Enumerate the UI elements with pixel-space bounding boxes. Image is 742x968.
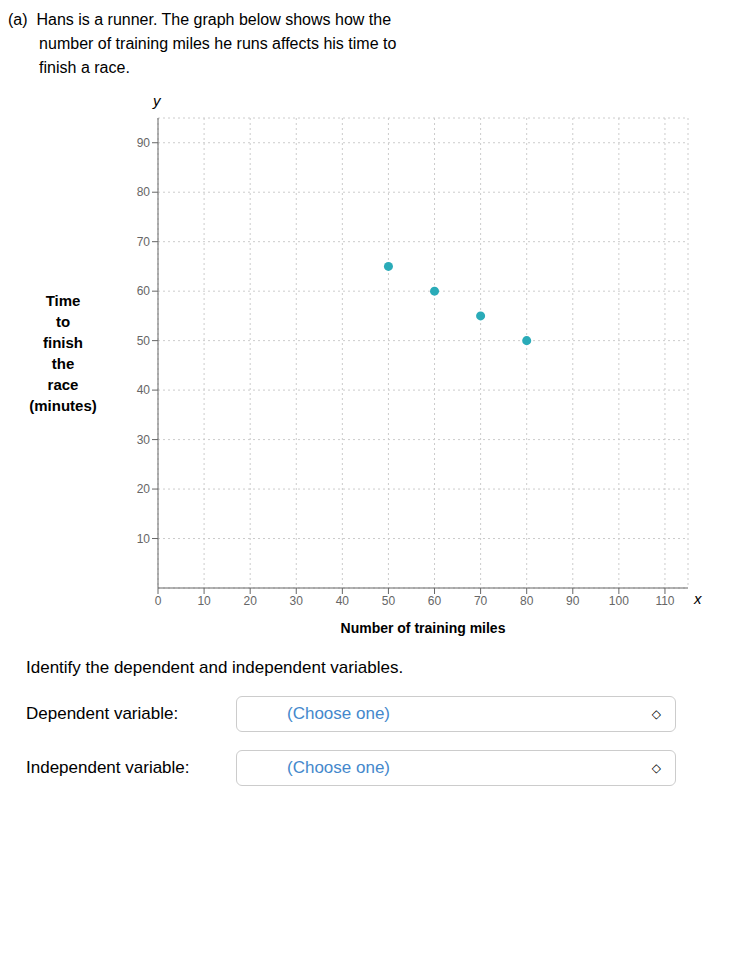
html-text:y: y xyxy=(153,92,161,109)
svg-text:100: 100 xyxy=(609,594,629,608)
svg-text:70: 70 xyxy=(137,235,151,249)
html-text:Time to finish the race (minut: Time to finish the race (minutes) xyxy=(29,292,97,414)
html-text:Identify the dependent and ind: Identify the dependent and independent v… xyxy=(26,658,404,677)
svg-text:20: 20 xyxy=(243,594,257,608)
html-text:x: x xyxy=(694,590,702,607)
svg-text:40: 40 xyxy=(137,383,151,397)
svg-text:10: 10 xyxy=(197,594,211,608)
svg-text:90: 90 xyxy=(566,594,580,608)
svg-text:70: 70 xyxy=(474,594,488,608)
svg-text:80: 80 xyxy=(520,594,534,608)
html-text:(Choose one): (Choose one) xyxy=(287,704,390,723)
html-text:Dependent variable:: Dependent variable: xyxy=(26,704,179,723)
svg-text:30: 30 xyxy=(290,594,304,608)
svg-text:40: 40 xyxy=(336,594,350,608)
html-text:Independent variable:: Independent variable: xyxy=(26,758,190,777)
svg-text:50: 50 xyxy=(137,334,151,348)
svg-text:60: 60 xyxy=(428,594,442,608)
svg-text:60: 60 xyxy=(137,284,151,298)
html-text:(Choose one): (Choose one) xyxy=(287,758,390,777)
svg-text:Number of training miles: Number of training miles xyxy=(341,620,506,636)
svg-text:80: 80 xyxy=(137,185,151,199)
svg-text:10: 10 xyxy=(137,532,151,546)
svg-text:20: 20 xyxy=(137,482,151,496)
svg-text:50: 50 xyxy=(382,594,396,608)
svg-text:30: 30 xyxy=(137,433,151,447)
svg-text:110: 110 xyxy=(655,594,674,608)
svg-text:0: 0 xyxy=(155,594,162,608)
svg-text:90: 90 xyxy=(137,136,151,150)
html-text:(a) Hans is a runner. The grap: (a) Hans is a runner. The graph below sh… xyxy=(8,11,397,76)
